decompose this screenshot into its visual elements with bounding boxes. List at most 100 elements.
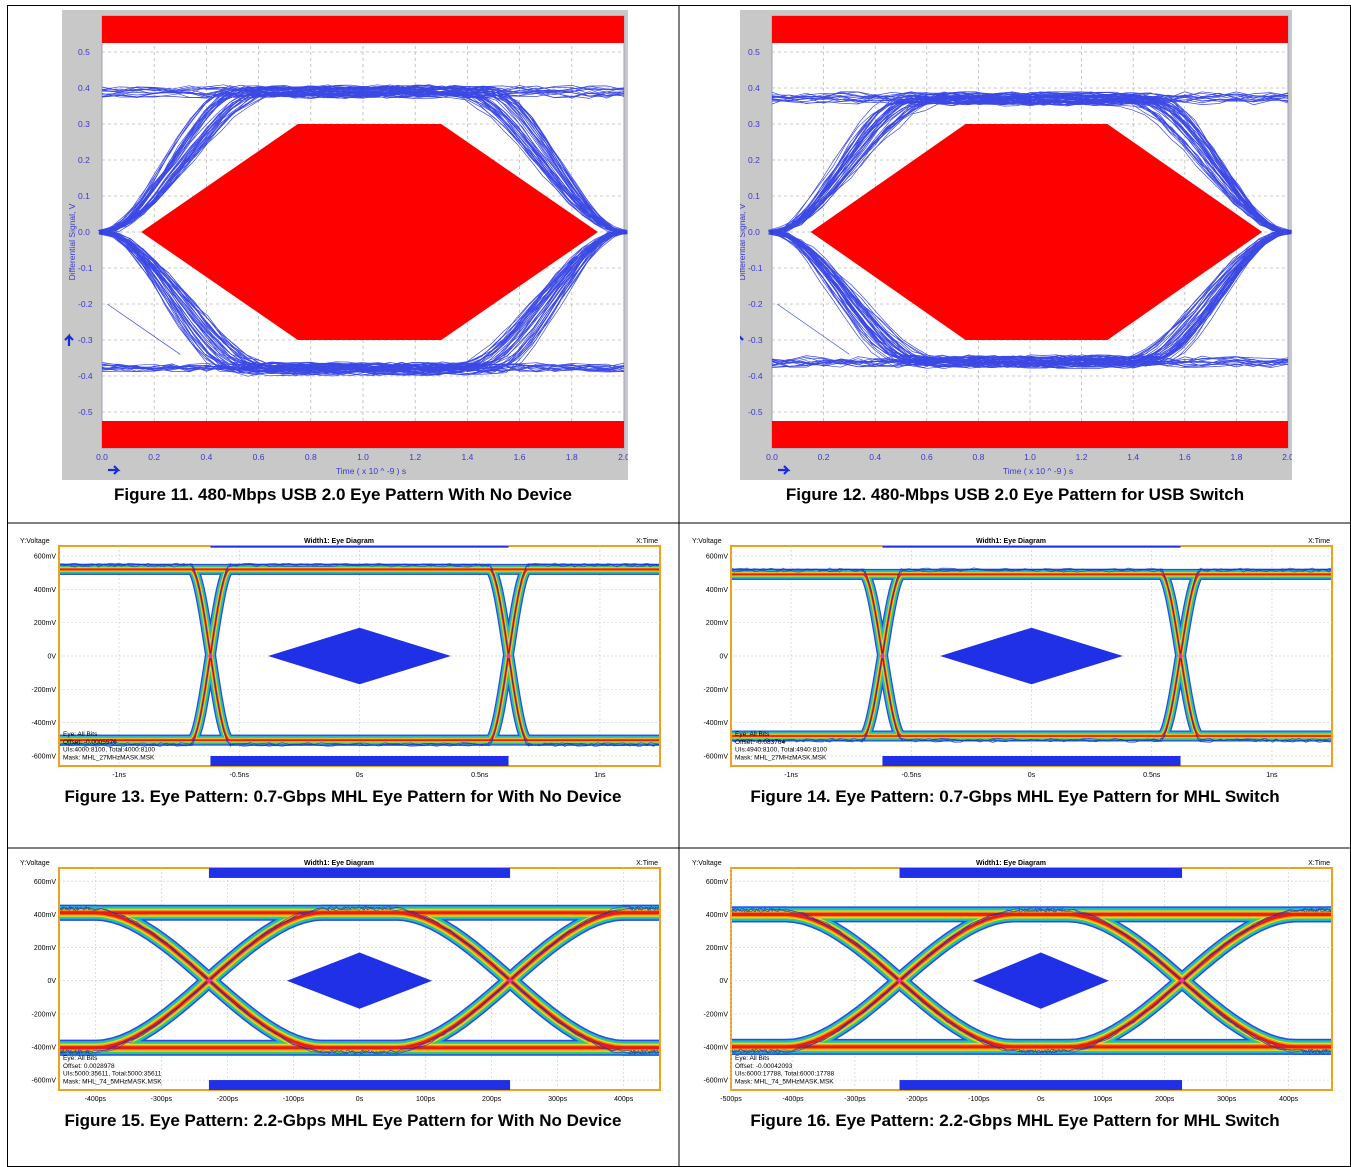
y-tick-label: -0.3 bbox=[78, 335, 93, 345]
x-tick-label: 1ns bbox=[1266, 772, 1278, 779]
eye-trace bbox=[732, 907, 1331, 1054]
eye-trace bbox=[101, 365, 625, 373]
y-axis-label: Differential Signal, V bbox=[740, 203, 747, 280]
mask-top-bar bbox=[772, 16, 1288, 43]
y-tick-label: -0.2 bbox=[78, 299, 93, 309]
x-tick-label: 100ps bbox=[416, 1096, 436, 1103]
eye-trace bbox=[771, 94, 1289, 103]
header-right: X:Time bbox=[1308, 860, 1330, 867]
x-tick-label: 100ps bbox=[1093, 1096, 1113, 1103]
y-tick-label: 0.3 bbox=[748, 119, 760, 129]
eye-chart-fig11: 0.5 0.4 0.3 0.2 0.1 0.0 -0.1 -0.2 -0.3 -0.4 -0.5 0.… bbox=[62, 10, 628, 480]
info-text: UIs:4940:8100, Total:4940:8100 bbox=[735, 747, 827, 754]
x-tick-label: -1ns bbox=[784, 772, 798, 779]
figure-caption-13: Figure 13. Eye Pattern: 0.7-Gbps MHL Eye… bbox=[64, 787, 622, 806]
x-tick-label: 1.2 bbox=[409, 452, 421, 462]
x-tick-label: 0.5ns bbox=[1143, 772, 1161, 779]
eye-trace bbox=[104, 230, 627, 377]
eye-trace bbox=[107, 303, 181, 355]
crossing-point bbox=[880, 653, 885, 659]
trace-layer bbox=[732, 573, 1331, 737]
eye-trace bbox=[101, 90, 625, 98]
x-tick-label: 0.4 bbox=[200, 452, 212, 462]
x-tick-label: 0.0 bbox=[96, 452, 108, 462]
eye-trace bbox=[99, 230, 622, 377]
x-tick-label: -1ns bbox=[112, 772, 126, 779]
eye-chart-fig12: 0.5 0.4 0.3 0.2 0.1 0.0 -0.1 -0.2 -0.3 -0.4 -0.5 0.… bbox=[740, 10, 1292, 480]
header-left: Y:Voltage bbox=[20, 860, 50, 867]
x-tick-label: 400ps bbox=[1279, 1096, 1299, 1103]
eye-trace bbox=[732, 907, 1331, 1055]
y-tick-label: -200mV bbox=[31, 687, 56, 694]
y-tick-label: 400mV bbox=[34, 587, 57, 594]
x-tick-label: -300ps bbox=[151, 1096, 173, 1103]
eye-trace bbox=[102, 232, 625, 366]
x-tick-label: -100ps bbox=[283, 1096, 305, 1103]
y-axis-label: Differential Signal, V bbox=[67, 203, 77, 280]
mask-hexagon bbox=[141, 124, 598, 340]
y-tick-label: 0.0 bbox=[748, 227, 760, 237]
header-left: Y:Voltage bbox=[20, 538, 50, 545]
figure-cell-16: Y:Voltage Width1: Eye Diagram X:Time 600mV 4… bbox=[679, 848, 1351, 1167]
y-tick-label: -0.3 bbox=[748, 335, 763, 345]
eye-trace bbox=[771, 94, 1289, 102]
eye-trace bbox=[732, 567, 1331, 743]
figure-caption-15: Figure 15. Eye Pattern: 2.2-Gbps MHL Eye… bbox=[64, 1111, 622, 1130]
y-tick-label: -0.5 bbox=[748, 407, 763, 417]
figure-cell-11: 0.5 0.4 0.3 0.2 0.1 0.0 -0.1 -0.2 -0.3 -0.4 -0.5 0.… bbox=[7, 5, 679, 523]
y-tick-label: 0.0 bbox=[78, 227, 90, 237]
mask-diamond bbox=[286, 952, 433, 1009]
x-axis-label: Time ( x 10 ^ -9 ) s bbox=[1003, 466, 1073, 476]
eye-trace bbox=[101, 364, 625, 373]
eye-trace bbox=[771, 360, 1289, 368]
eye-trace bbox=[732, 908, 1331, 1053]
y-tick-label: -400mV bbox=[31, 720, 56, 727]
mask-bottom-bar bbox=[210, 756, 509, 766]
eye-chart-fig14: Y:Voltage Width1: Eye Diagram X:Time 600mV 4… bbox=[686, 536, 1336, 784]
x-axis-arrow-icon bbox=[778, 465, 791, 475]
x-tick-label: -0.5ns bbox=[902, 772, 922, 779]
eye-trace bbox=[772, 231, 1289, 361]
x-axis-arrow-icon bbox=[108, 465, 121, 475]
eye-trace bbox=[101, 86, 625, 95]
y-tick-label: 0.2 bbox=[78, 155, 90, 165]
header-center: Width1: Eye Diagram bbox=[976, 538, 1046, 545]
figure-cell-15: Y:Voltage Width1: Eye Diagram X:Time 600mV 4… bbox=[7, 848, 679, 1167]
x-tick-label: 0.4 bbox=[869, 452, 881, 462]
mask-bottom-bar bbox=[882, 756, 1181, 766]
x-tick-label: 0.6 bbox=[921, 452, 933, 462]
y-tick-label: 0V bbox=[719, 654, 728, 661]
y-tick-label: 200mV bbox=[34, 620, 57, 627]
mask-bottom-bar bbox=[899, 1080, 1183, 1090]
mask-top-bar bbox=[882, 546, 1181, 548]
info-text: UIs:5000:35611, Total:5000:35611 bbox=[63, 1071, 162, 1078]
x-tick-label: 0s bbox=[356, 1096, 364, 1103]
header-left: Y:Voltage bbox=[692, 538, 722, 545]
y-tick-label: 0.1 bbox=[748, 191, 760, 201]
header-right: X:Time bbox=[1308, 538, 1330, 545]
y-tick-label: -600mV bbox=[31, 1078, 56, 1085]
mask-bottom-bar bbox=[772, 421, 1288, 448]
eye-trace bbox=[771, 92, 1289, 100]
x-tick-label: -400ps bbox=[782, 1096, 804, 1103]
y-tick-label: -200mV bbox=[31, 1011, 56, 1018]
y-tick-label: 0V bbox=[47, 654, 56, 661]
eye-trace bbox=[771, 357, 1289, 366]
x-tick-label: 1.8 bbox=[566, 452, 578, 462]
y-tick-label: 0V bbox=[719, 978, 728, 985]
x-tick-label: -100ps bbox=[968, 1096, 990, 1103]
header-left: Y:Voltage bbox=[692, 860, 722, 867]
eye-trace bbox=[772, 230, 1290, 366]
eye-trace bbox=[732, 908, 1331, 1053]
eye-trace bbox=[101, 85, 625, 234]
eye-trace bbox=[772, 101, 1289, 231]
x-tick-label: 400ps bbox=[614, 1096, 634, 1103]
eye-trace bbox=[772, 99, 1289, 235]
info-text: Eye: All Bits bbox=[63, 731, 98, 738]
y-tick-label: -600mV bbox=[703, 1078, 728, 1085]
y-tick-label: -400mV bbox=[703, 720, 728, 727]
y-tick-label: 600mV bbox=[706, 554, 729, 561]
eye-traces bbox=[732, 906, 1331, 1055]
y-tick-label: -0.4 bbox=[748, 371, 763, 381]
mask-top-bar bbox=[208, 868, 511, 878]
